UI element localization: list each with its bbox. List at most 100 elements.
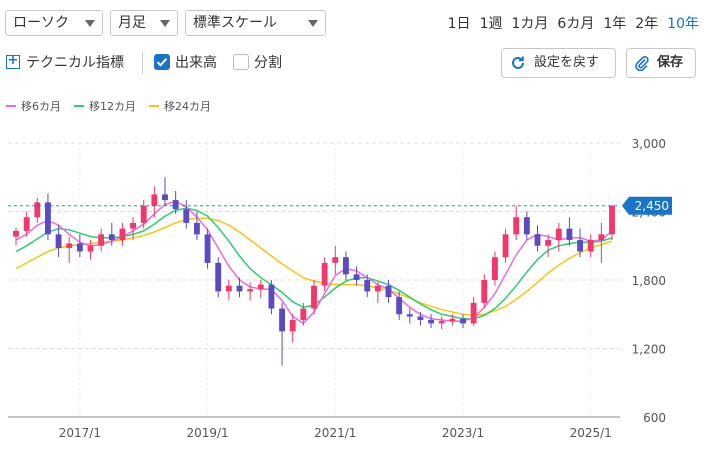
- legend-ma12: 移12カ月: [74, 98, 136, 114]
- candle-body: [449, 318, 456, 322]
- candle-body: [523, 217, 530, 235]
- reset-settings-button[interactable]: 設定を戻す: [501, 48, 616, 78]
- legend-ma6: 移6カ月: [6, 98, 61, 114]
- volume-checkbox[interactable]: [154, 54, 170, 70]
- candle-body: [45, 202, 51, 235]
- period-tab-1y[interactable]: 1年: [603, 16, 627, 32]
- x-tick-label: 2019/1: [186, 426, 228, 440]
- period-tab-6m[interactable]: 6カ月: [557, 16, 595, 32]
- y-tick-label: 1,200: [632, 343, 666, 357]
- legend-label: 移24カ月: [164, 100, 211, 113]
- candle-body: [140, 205, 147, 223]
- y-tick-label: 2,400: [632, 206, 666, 220]
- candle-body: [385, 285, 392, 298]
- legend-label: 移6カ月: [21, 100, 61, 113]
- ma24-line: [15, 217, 613, 317]
- candle-body: [513, 217, 520, 235]
- candle-body: [108, 234, 115, 241]
- candle-body: [417, 316, 424, 320]
- candle-body: [470, 302, 477, 324]
- candle-body: [76, 243, 83, 252]
- candle-body: [300, 308, 307, 320]
- chevron-down-icon: [308, 20, 318, 27]
- candle-body: [332, 257, 339, 263]
- legend-ma24: 移24カ月: [149, 98, 211, 114]
- save-button[interactable]: 保存: [626, 48, 696, 78]
- period-tab-1d[interactable]: 1日: [447, 16, 471, 32]
- candle-body: [98, 234, 105, 246]
- candle-body: [289, 319, 296, 332]
- plus-box-icon: +: [6, 53, 20, 69]
- split-checkbox[interactable]: [233, 54, 249, 70]
- candle-body: [13, 230, 19, 237]
- candle-body: [172, 200, 179, 210]
- last-price-label: 2,450: [635, 199, 669, 213]
- interval-select[interactable]: 月足: [110, 10, 178, 36]
- legend-swatch: [74, 105, 84, 107]
- candle-body: [215, 262, 222, 292]
- split-label: 分割: [254, 55, 282, 71]
- y-tick-label: 3,000: [632, 137, 666, 151]
- period-tab-10y[interactable]: 10年: [667, 16, 699, 32]
- y-tick-label: 600: [643, 411, 666, 425]
- scale-select[interactable]: 標準スケール: [185, 10, 326, 36]
- candle-body: [162, 194, 168, 201]
- period-tab-1m[interactable]: 1カ月: [511, 16, 549, 32]
- period-tab-1w[interactable]: 1週: [479, 16, 503, 32]
- chart-type-value: ローソク: [13, 15, 69, 31]
- y-tick-label: 1,800: [632, 274, 666, 288]
- candle-body: [321, 262, 328, 286]
- candle-body: [374, 285, 381, 292]
- candle-body: [460, 318, 466, 324]
- chart-legend: 移6カ月 移12カ月 移24カ月: [6, 98, 224, 114]
- volume-toggle[interactable]: 出来高: [154, 52, 229, 72]
- chevron-down-icon: [160, 20, 170, 27]
- candle-body: [428, 319, 434, 324]
- candle-body: [481, 280, 488, 303]
- legend-swatch: [6, 105, 16, 107]
- last-price-badge: [622, 196, 672, 215]
- candle-body: [194, 222, 200, 235]
- candle-body: [534, 234, 541, 246]
- candle-body: [183, 209, 190, 223]
- candle-body: [587, 240, 594, 252]
- scale-value: 標準スケール: [193, 15, 277, 31]
- candle-body: [598, 234, 605, 241]
- candle-body: [343, 257, 349, 275]
- candle-body: [577, 240, 583, 252]
- candle-body: [279, 308, 285, 332]
- legend-label: 移12カ月: [89, 100, 136, 113]
- candle-body: [66, 243, 73, 249]
- candle-body: [119, 228, 126, 241]
- period-tab-2y[interactable]: 2年: [635, 16, 659, 32]
- separator: [142, 52, 143, 74]
- save-label: 保存: [657, 55, 684, 70]
- candle-body: [364, 280, 371, 292]
- candle-body: [406, 314, 413, 317]
- candle-body: [23, 217, 30, 231]
- candle-body: [87, 245, 94, 252]
- interval-value: 月足: [118, 15, 146, 31]
- candle-body: [247, 289, 254, 292]
- candle-body: [311, 285, 317, 309]
- period-tabs: 1日 1週 1カ月 6カ月 1年 2年 10年: [439, 13, 699, 33]
- technical-indicator-label: テクニカル指標: [26, 55, 124, 71]
- candle-body: [566, 228, 573, 241]
- split-toggle[interactable]: 分割: [233, 52, 293, 72]
- chart-type-select[interactable]: ローソク: [5, 10, 103, 36]
- candle-body: [502, 234, 509, 258]
- ma6-line: [15, 200, 613, 325]
- refresh-icon: [512, 56, 524, 69]
- paperclip-icon: [635, 56, 649, 71]
- candle-body: [130, 222, 136, 229]
- x-tick-label: 2017/1: [59, 426, 101, 440]
- chevron-down-icon: [85, 20, 95, 27]
- candle-body: [438, 321, 445, 324]
- candle-body: [353, 274, 360, 280]
- candle-body: [225, 285, 232, 292]
- candle-body: [34, 202, 41, 218]
- candle-body: [257, 284, 264, 290]
- candle-body: [236, 285, 243, 292]
- x-tick-label: 2025/1: [570, 426, 612, 440]
- check-icon: [156, 58, 168, 67]
